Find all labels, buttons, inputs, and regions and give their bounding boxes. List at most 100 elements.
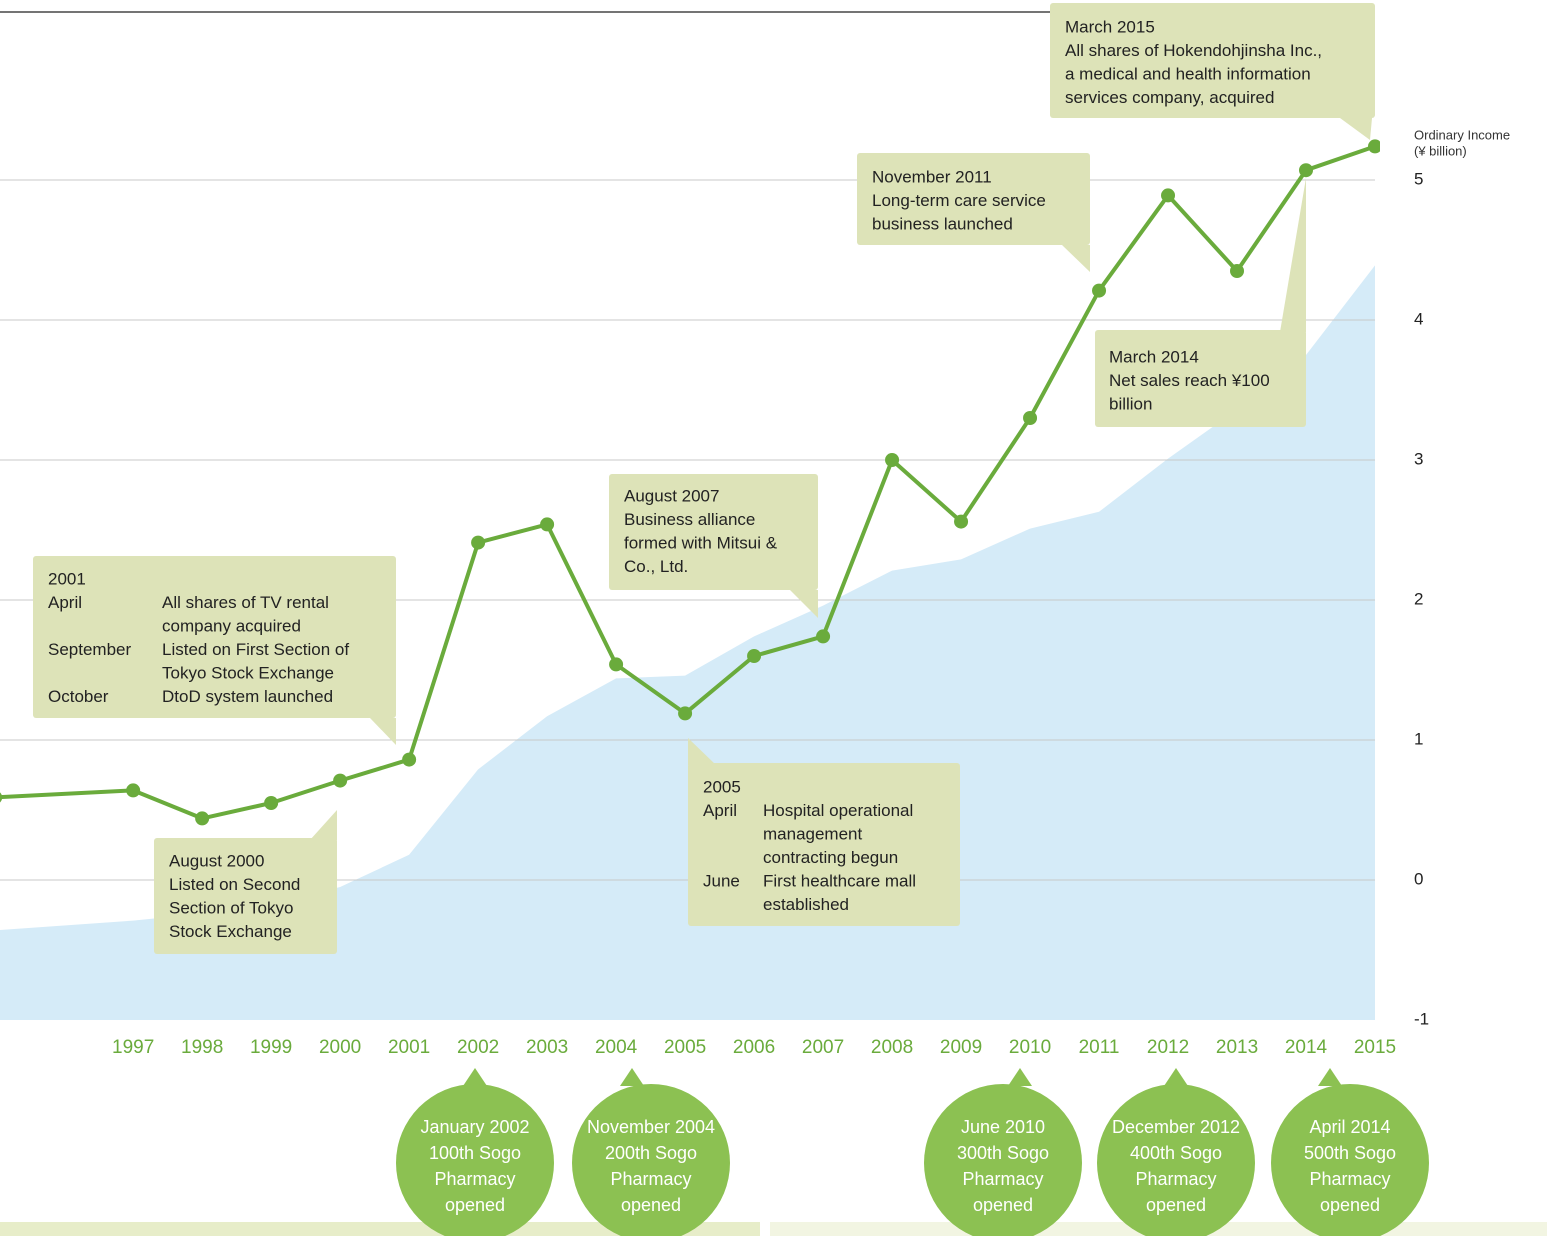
marker: [1161, 188, 1176, 203]
callout: [688, 763, 960, 926]
callout-text: Tokyo Stock Exchange: [162, 663, 334, 682]
callout-text: All shares of Hokendohjinsha Inc.,: [1065, 41, 1322, 60]
x-tick-label: 2007: [802, 1037, 844, 1058]
callout-text: formed with Mitsui &: [624, 533, 778, 552]
y-tick-label: 1: [1414, 729, 1423, 748]
x-tick-label: 2003: [526, 1037, 568, 1058]
y-axis-label: (¥ billion): [1414, 143, 1467, 158]
callout-text: August 2000: [169, 851, 264, 870]
callout-text: August 2007: [624, 486, 719, 505]
callout-text: March 2015: [1065, 17, 1155, 36]
x-tick-label: 2010: [1009, 1037, 1051, 1058]
callout-text: contracting begun: [763, 848, 898, 867]
callout-label: April: [703, 801, 737, 820]
y-tick-label: 4: [1414, 309, 1423, 328]
marker: [333, 773, 348, 788]
callout-label: June: [703, 871, 740, 890]
callout-text: business launched: [872, 214, 1013, 233]
milestone-text: 100th Sogo: [429, 1143, 521, 1163]
callout-heading: 2001: [48, 569, 86, 588]
marker: [1299, 163, 1314, 178]
marker: [885, 453, 900, 467]
y-tick-label: 5: [1414, 169, 1423, 188]
callout-text: a medical and health information: [1065, 64, 1311, 83]
milestone-text: 200th Sogo: [605, 1143, 697, 1163]
callout-label: April: [48, 593, 82, 612]
milestone-text: Pharmacy: [610, 1169, 691, 1189]
callout-text: Listed on First Section of: [162, 640, 349, 659]
callout-pointer: [790, 590, 818, 618]
marker: [747, 649, 762, 663]
milestone-pointer: [1008, 1068, 1032, 1086]
callout-pointer: [310, 810, 337, 840]
callout: [857, 153, 1090, 245]
milestone-text: April 2014: [1309, 1117, 1390, 1137]
milestone-text: 300th Sogo: [957, 1143, 1049, 1163]
x-tick-label: 1999: [250, 1037, 292, 1058]
callout-label: September: [48, 640, 131, 659]
marker: [0, 792, 3, 803]
x-tick-label: 2001: [388, 1037, 430, 1058]
milestone: [924, 1084, 1082, 1236]
callout-text: All shares of TV rental: [162, 593, 329, 612]
callout-text: services company, acquired: [1065, 88, 1274, 107]
marker: [1092, 283, 1107, 298]
milestone: [572, 1084, 730, 1236]
x-tick-label: 2002: [457, 1037, 499, 1058]
callout-text: management: [763, 824, 863, 843]
marker: [954, 514, 969, 529]
callout-text: November 2011: [872, 167, 992, 186]
x-tick-label: 1998: [181, 1037, 223, 1058]
x-tick-label: 2004: [595, 1037, 638, 1058]
marker: [678, 706, 693, 721]
line: [0, 144, 1376, 821]
x-tick-label: 2009: [940, 1037, 982, 1058]
callout: [154, 838, 337, 954]
x-tick-label: 2012: [1147, 1037, 1189, 1058]
callout-text: DtoD system launched: [162, 687, 333, 706]
callout-text: Stock Exchange: [169, 922, 292, 941]
x-tick-label: 1997: [112, 1037, 154, 1058]
y-tick-label: -1: [1414, 1009, 1429, 1028]
milestone-pointer: [620, 1068, 644, 1086]
callout-pointer: [688, 738, 716, 765]
x-tick-label: 2006: [733, 1037, 775, 1058]
milestone-text: Pharmacy: [962, 1169, 1043, 1189]
marker: [264, 796, 279, 810]
milestone-text: November 2004: [587, 1117, 715, 1137]
x-tick-label: 2011: [1079, 1037, 1120, 1058]
milestone-text: January 2002: [420, 1117, 529, 1137]
marker: [402, 752, 417, 767]
milestone-pointer: [463, 1068, 487, 1086]
milestone: [396, 1084, 554, 1236]
callout-text: Co., Ltd.: [624, 557, 688, 576]
callout: [1050, 3, 1375, 118]
callout-text: Business alliance: [624, 510, 755, 529]
callout-pointer: [1340, 118, 1372, 140]
milestone-text: 400th Sogo: [1130, 1143, 1222, 1163]
callout-pointer: [370, 718, 396, 745]
milestone-text: Pharmacy: [1309, 1169, 1390, 1189]
y-tick-label: 3: [1414, 449, 1423, 468]
y-axis-label: Ordinary Income: [1414, 127, 1510, 142]
milestone-text: opened: [621, 1195, 681, 1215]
callout-text: company acquired: [162, 616, 301, 635]
milestone-text: December 2012: [1112, 1117, 1240, 1137]
callout-text: Net sales reach ¥100: [1109, 371, 1270, 390]
milestone-text: opened: [1146, 1195, 1206, 1215]
callout: [1095, 330, 1306, 427]
callout: [609, 474, 818, 590]
marker: [1023, 411, 1038, 425]
marker: [609, 657, 624, 672]
y-tick-label: 0: [1414, 869, 1423, 888]
marker: [1230, 264, 1245, 278]
milestone-text: opened: [973, 1195, 1033, 1215]
area: [0, 265, 1375, 1020]
callout: [33, 556, 396, 718]
callout-text: Section of Tokyo: [169, 898, 293, 917]
marker: [540, 517, 555, 532]
x-tick-label: 2015: [1354, 1037, 1396, 1058]
callout-pointer: [1280, 178, 1306, 332]
milestone-text: 500th Sogo: [1304, 1143, 1396, 1163]
